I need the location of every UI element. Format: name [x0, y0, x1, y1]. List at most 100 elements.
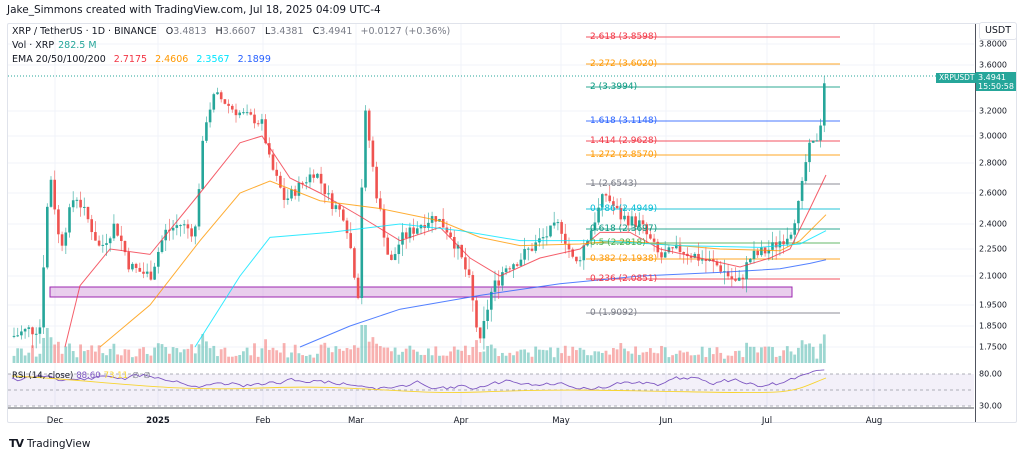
candle-body [811, 140, 815, 143]
open-value: 3.4813 [173, 26, 207, 37]
candle-body [619, 208, 623, 220]
candle-body [53, 179, 56, 210]
candle-body [316, 173, 319, 178]
fib-level-label: 0.236 (2.0851) [590, 274, 658, 284]
last-price-tag: 3.4941 15:50:58 [976, 72, 1016, 91]
price-chart-canvas[interactable] [8, 24, 974, 422]
candle-body [460, 244, 463, 258]
volume-bar [630, 353, 634, 363]
volume-bar [286, 357, 290, 363]
candle-body [75, 199, 79, 201]
candle-body [641, 220, 645, 225]
candle-body [497, 280, 500, 286]
ema-label[interactable]: EMA 20/50/100/200 [12, 54, 106, 65]
candle-body [401, 232, 404, 245]
fib-level-label: 0.5 (2.2818) [590, 238, 646, 248]
rsi-title[interactable]: RSI (14, close) [12, 371, 74, 381]
volume-bar [438, 355, 441, 363]
volume-bar [127, 349, 131, 363]
volume-bar [79, 344, 82, 363]
candle-body [412, 227, 415, 234]
volume-bar [541, 349, 545, 363]
currency-unit[interactable]: USDT [979, 22, 1017, 40]
candle-body [149, 271, 153, 280]
volume-bar [686, 351, 689, 363]
rsi-na-1: ∅ [131, 371, 140, 381]
ema20-value: 2.7175 [113, 54, 148, 65]
price-tick-label: 2.1000 [979, 271, 1007, 281]
candle-body [234, 109, 238, 116]
candle-body [12, 335, 16, 337]
candle-body [778, 241, 782, 248]
volume-bar [364, 325, 367, 363]
volume-bar [534, 346, 538, 363]
time-tick-label: Mar [347, 416, 365, 426]
candle-body [293, 189, 297, 196]
candle-body [612, 201, 615, 206]
ema100-line [194, 223, 827, 348]
candle-body [112, 223, 116, 239]
fib-level-label: 0 (1.9092) [590, 308, 638, 318]
volume-bar [441, 355, 445, 363]
candle-body [552, 222, 556, 226]
volume-bar [12, 355, 16, 363]
volume-bar [464, 345, 467, 363]
volume-bar [552, 357, 556, 363]
candle-body [578, 260, 582, 262]
candle-body [427, 222, 430, 229]
candle-body [201, 140, 204, 190]
candle-body [157, 251, 160, 267]
volume-bar [267, 349, 271, 363]
volume-bar [353, 345, 356, 363]
candle-body [60, 234, 64, 246]
candle-body [131, 263, 134, 270]
volume-bar [460, 350, 464, 363]
volume-bar [404, 348, 408, 363]
candle-body [667, 247, 671, 253]
candle-body [393, 254, 397, 260]
volume-bar [789, 351, 793, 363]
symbol-title[interactable]: XRP / TetherUS · 1D · BINANCE [12, 26, 157, 37]
fib-level-label: 2 (3.3994) [590, 82, 638, 92]
volume-bar [101, 353, 105, 363]
volume-bar [349, 349, 353, 363]
volume-bar [168, 353, 171, 363]
price-axis[interactable] [975, 24, 1016, 422]
volume-bar [822, 334, 826, 363]
candle-body [541, 237, 545, 239]
volume-bar [116, 354, 119, 363]
candle-body [464, 257, 467, 270]
volume-bar [264, 339, 267, 363]
candle-body [116, 223, 119, 236]
volume-label[interactable]: Vol · XRP [12, 40, 55, 51]
volume-bar [760, 347, 763, 363]
low-value: 3.4381 [270, 26, 304, 37]
volume-bar [105, 355, 108, 363]
tradingview-logo[interactable]: TV TradingView [9, 437, 90, 450]
candle-body [545, 236, 549, 238]
candle-body [789, 234, 793, 239]
volume-bar [164, 347, 168, 363]
candle-body [675, 244, 678, 249]
volume-bar [290, 352, 293, 363]
candle-body [120, 235, 123, 242]
volume-bar [345, 347, 349, 363]
candle-body [108, 238, 112, 244]
rsi-legend: RSI (14, close) 88.60 73.11 ∅ ∅ [12, 371, 151, 381]
volume-bar [526, 352, 530, 363]
volume-bar [179, 352, 182, 363]
volume-bar [323, 342, 327, 363]
candle-body [219, 92, 223, 100]
candle-body [253, 114, 256, 124]
volume-bar [811, 346, 815, 363]
candle-body [371, 140, 375, 167]
candle-body [490, 291, 493, 310]
candle-body [330, 193, 334, 209]
volume-bar [689, 355, 693, 363]
ema50-value: 2.4606 [155, 54, 189, 65]
volume-bar [245, 347, 249, 363]
volume-bar [75, 357, 79, 363]
candle-body [375, 166, 378, 199]
volume-bar [160, 344, 164, 363]
volume-bar [482, 351, 486, 363]
